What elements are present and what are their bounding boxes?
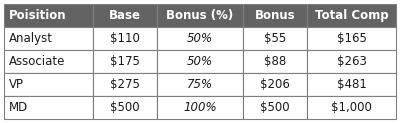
Bar	[93, 73, 157, 96]
Bar	[307, 96, 396, 119]
Bar	[4, 96, 93, 119]
Text: $165: $165	[337, 32, 366, 45]
Bar	[4, 50, 93, 73]
Bar	[4, 27, 93, 50]
Bar	[243, 4, 307, 27]
Text: $175: $175	[110, 55, 140, 68]
Bar	[93, 4, 157, 27]
Text: Analyst: Analyst	[9, 32, 53, 45]
Text: Base: Base	[109, 9, 141, 22]
Bar	[157, 4, 243, 27]
Text: $206: $206	[260, 78, 290, 91]
Text: 50%: 50%	[187, 55, 213, 68]
Text: VP: VP	[9, 78, 24, 91]
Text: Bonus (%): Bonus (%)	[166, 9, 234, 22]
Text: $275: $275	[110, 78, 140, 91]
Bar	[157, 73, 243, 96]
Text: $500: $500	[110, 101, 140, 114]
Text: $481: $481	[337, 78, 366, 91]
Bar	[4, 73, 93, 96]
Bar	[243, 50, 307, 73]
Text: $88: $88	[264, 55, 286, 68]
Text: $110: $110	[110, 32, 140, 45]
Bar	[4, 4, 93, 27]
Bar	[307, 4, 396, 27]
Text: 100%: 100%	[183, 101, 217, 114]
Text: 50%: 50%	[187, 32, 213, 45]
Bar	[307, 73, 396, 96]
Text: 75%: 75%	[187, 78, 213, 91]
Bar	[157, 27, 243, 50]
Text: Bonus: Bonus	[255, 9, 296, 22]
Text: $500: $500	[260, 101, 290, 114]
Bar	[157, 96, 243, 119]
Text: $1,000: $1,000	[331, 101, 372, 114]
Bar	[157, 50, 243, 73]
Text: $263: $263	[337, 55, 366, 68]
Bar	[243, 27, 307, 50]
Bar	[243, 73, 307, 96]
Text: Associate: Associate	[9, 55, 65, 68]
Bar	[307, 27, 396, 50]
Text: MD: MD	[9, 101, 28, 114]
Text: Poisition: Poisition	[9, 9, 66, 22]
Bar	[243, 96, 307, 119]
Bar	[93, 27, 157, 50]
Text: Total Comp: Total Comp	[315, 9, 388, 22]
Bar	[307, 50, 396, 73]
Bar	[93, 96, 157, 119]
Text: $55: $55	[264, 32, 286, 45]
Bar	[93, 50, 157, 73]
